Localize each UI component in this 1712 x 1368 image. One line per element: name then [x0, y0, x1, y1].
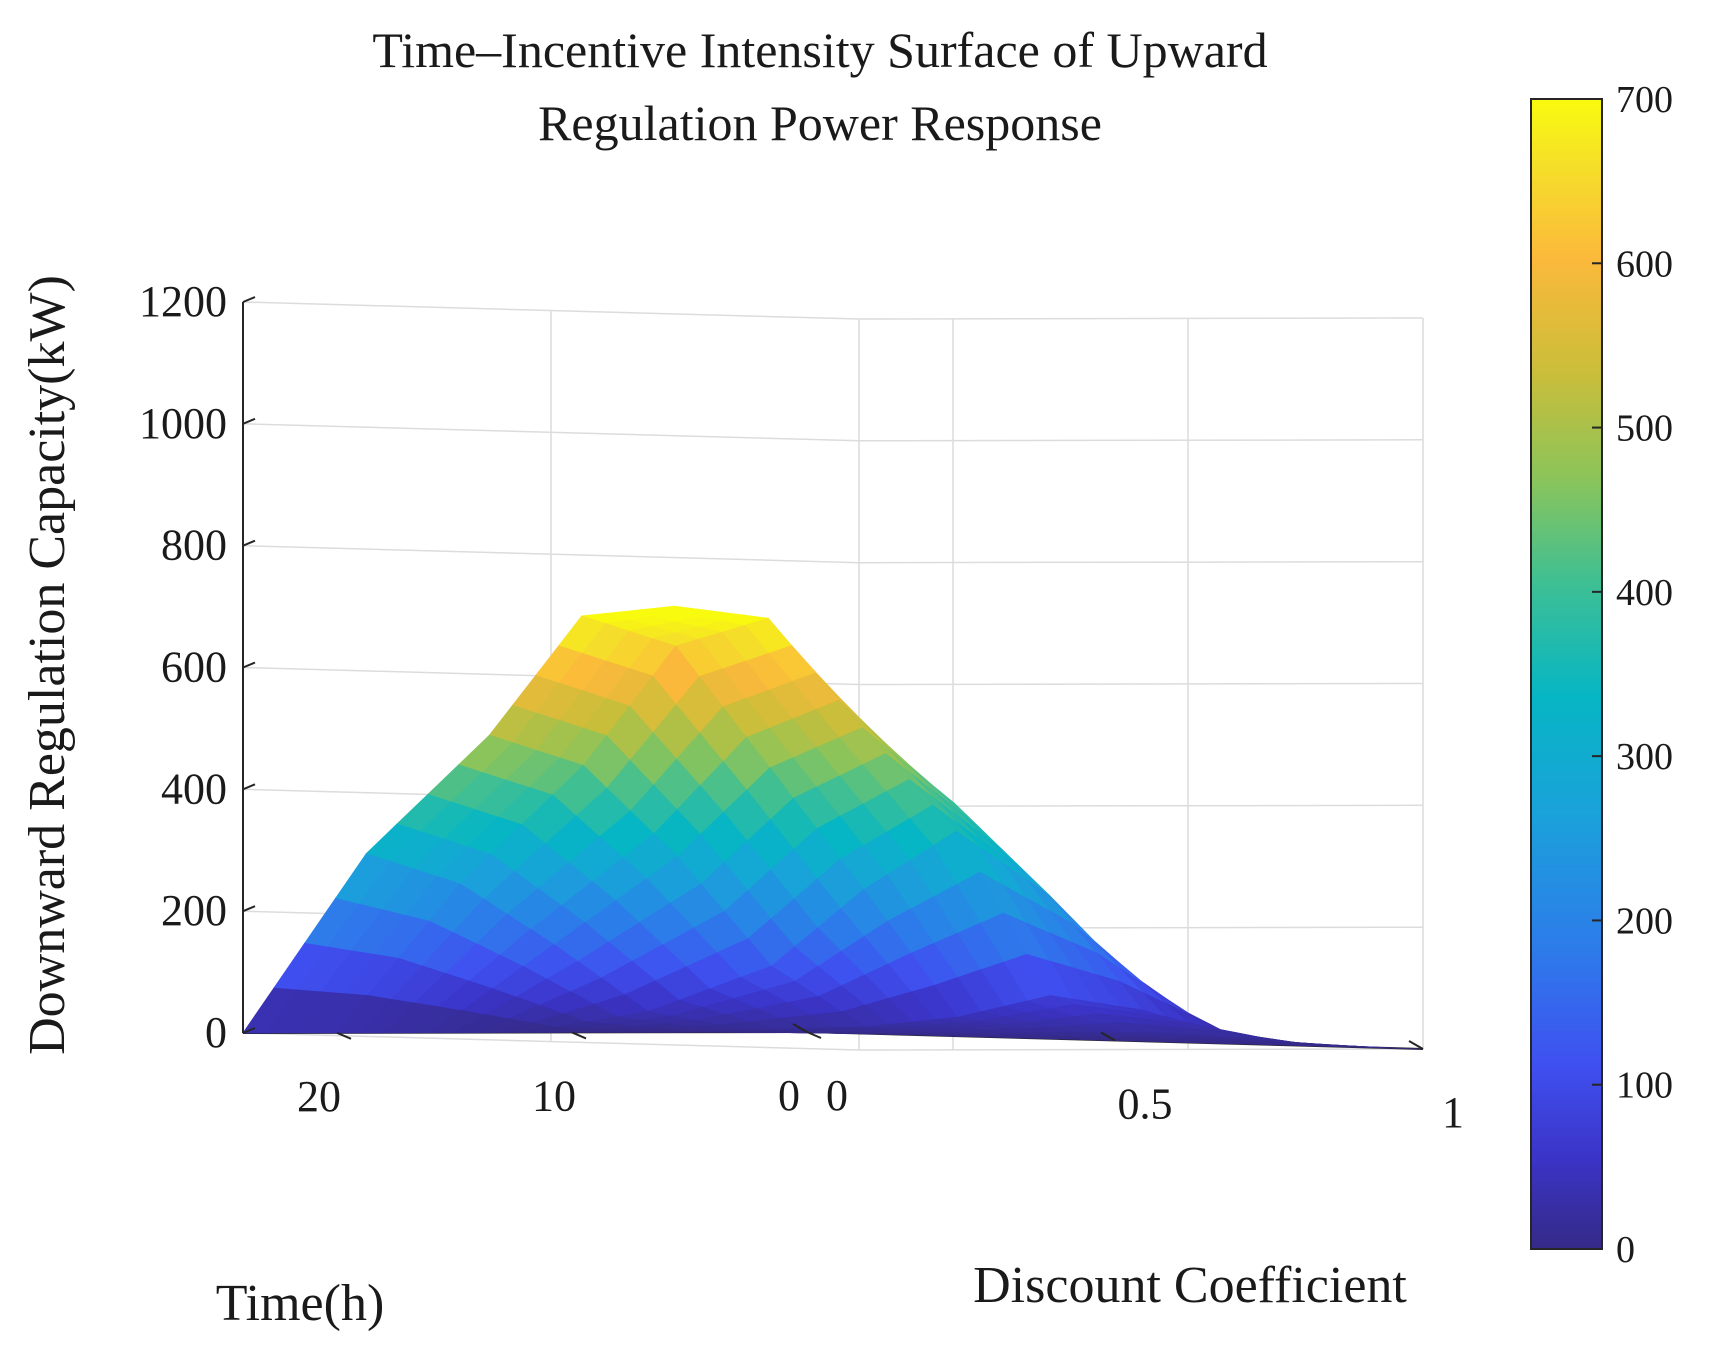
time-tick-mark — [336, 1031, 352, 1040]
colorbar-ticks: 0 100 200 300 400 500 600 700 — [1592, 79, 1673, 1271]
colorbar-tick-label: 200 — [1616, 900, 1673, 942]
z-tick-mark — [242, 296, 256, 303]
time-tick-label: 20 — [297, 1072, 341, 1121]
discount-tick-label: 0.5 — [1118, 1080, 1173, 1129]
discount-axis-ticks: 0 0.5 1 — [792, 1023, 1464, 1137]
z-tick-label: 1000 — [139, 399, 227, 448]
discount-tick-label: 0 — [826, 1071, 848, 1120]
z-tick-mark — [242, 1027, 256, 1034]
surface — [242, 605, 1424, 1050]
z-tick-label: 600 — [161, 643, 227, 692]
colorbar-tick-label: 600 — [1616, 243, 1673, 285]
colorbar-tick-label: 300 — [1616, 736, 1673, 778]
time-tick-label: 0 — [778, 1071, 800, 1120]
discount-axis-label: Discount Coefficient — [973, 1257, 1407, 1314]
discount-tick-mark — [1408, 1040, 1424, 1050]
chart-title-line-2: Regulation Power Response — [538, 95, 1102, 151]
colorbar-tick-label: 500 — [1616, 408, 1673, 450]
colorbar — [1530, 98, 1603, 1250]
colorbar-tick-label: 400 — [1616, 572, 1673, 614]
time-axis-ticks: 0 10 20 — [297, 1031, 822, 1121]
chart-title-line-1: Time–Incentive Intensity Surface of Upwa… — [372, 22, 1267, 78]
colorbar-tick-label: 700 — [1616, 79, 1673, 121]
surface-patch — [783, 1031, 838, 1034]
z-tick-mark — [242, 661, 256, 669]
time-tick-mark — [571, 1031, 587, 1040]
z-tick-mark — [242, 539, 256, 547]
z-tick-label: 400 — [161, 764, 227, 813]
z-axis-ticks: 0 200 400 600 800 1000 1200 — [139, 277, 256, 1057]
discount-tick-mark — [792, 1023, 808, 1033]
colorbar-tick-label: 100 — [1616, 1065, 1673, 1107]
z-tick-mark — [242, 783, 256, 791]
time-axis-label: Time(h) — [216, 1275, 385, 1332]
time-tick-label: 10 — [532, 1071, 576, 1120]
z-tick-mark — [242, 905, 256, 913]
colorbar-tick-label: 0 — [1616, 1229, 1635, 1271]
z-tick-mark — [242, 417, 256, 425]
z-tick-label: 800 — [161, 521, 227, 570]
z-tick-label: 200 — [161, 886, 227, 935]
z-tick-label: 1200 — [139, 277, 227, 326]
z-tick-label: 0 — [205, 1008, 227, 1057]
discount-tick-mark — [1100, 1031, 1116, 1042]
time-tick-mark — [806, 1031, 822, 1039]
z-axis-label: Downward Regulation Capacity(kW) — [19, 275, 76, 1055]
discount-tick-label: 1 — [1442, 1088, 1464, 1137]
